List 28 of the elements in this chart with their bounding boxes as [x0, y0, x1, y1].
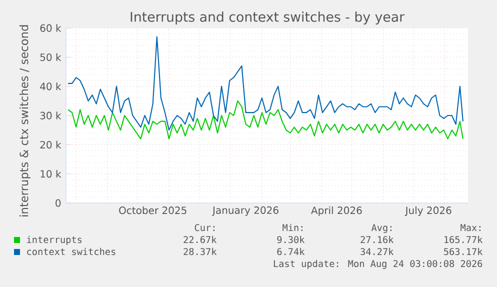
- text: 27.16k: [360, 236, 394, 244]
- y-tick-label: 20 k: [40, 140, 62, 149]
- y-tick-label: 0: [56, 199, 61, 207]
- legend-label: interrupts: [27, 236, 82, 245]
- chart-title: Interrupts and context switches - by year: [130, 12, 405, 24]
- text: 6.74k: [277, 248, 305, 256]
- text: 22.67k: [184, 236, 217, 244]
- x-tick-label: October 2025: [119, 206, 186, 214]
- text: Min:: [282, 224, 302, 231]
- y-tick-label: 10 k: [40, 170, 62, 178]
- text: 34.27k: [360, 248, 394, 256]
- x-tick-label: April 2026: [311, 206, 362, 216]
- text: Cur:: [194, 224, 214, 232]
- text: Last update: Mon Aug 24 03:00:08 2026: [274, 260, 482, 270]
- text: 563.17k: [444, 248, 483, 256]
- text: 165.77k: [444, 236, 483, 244]
- y-tick-label: 40 k: [40, 82, 62, 90]
- y-tick-label: 30 k: [40, 112, 62, 120]
- y-tick-label: 50 k: [40, 53, 62, 62]
- x-tick-label: July 2026: [404, 206, 452, 216]
- text: 28.37k: [184, 248, 217, 256]
- text: Avg:: [371, 224, 392, 234]
- y-axis-title: interrupts & ctx switches / second: [19, 25, 30, 216]
- x-tick-label: January 2026: [212, 206, 278, 216]
- legend-label: context switches: [27, 248, 116, 256]
- text: Max:: [460, 224, 480, 232]
- y-tick-label: 60 k: [40, 24, 62, 32]
- text: 9.30k: [277, 236, 305, 244]
